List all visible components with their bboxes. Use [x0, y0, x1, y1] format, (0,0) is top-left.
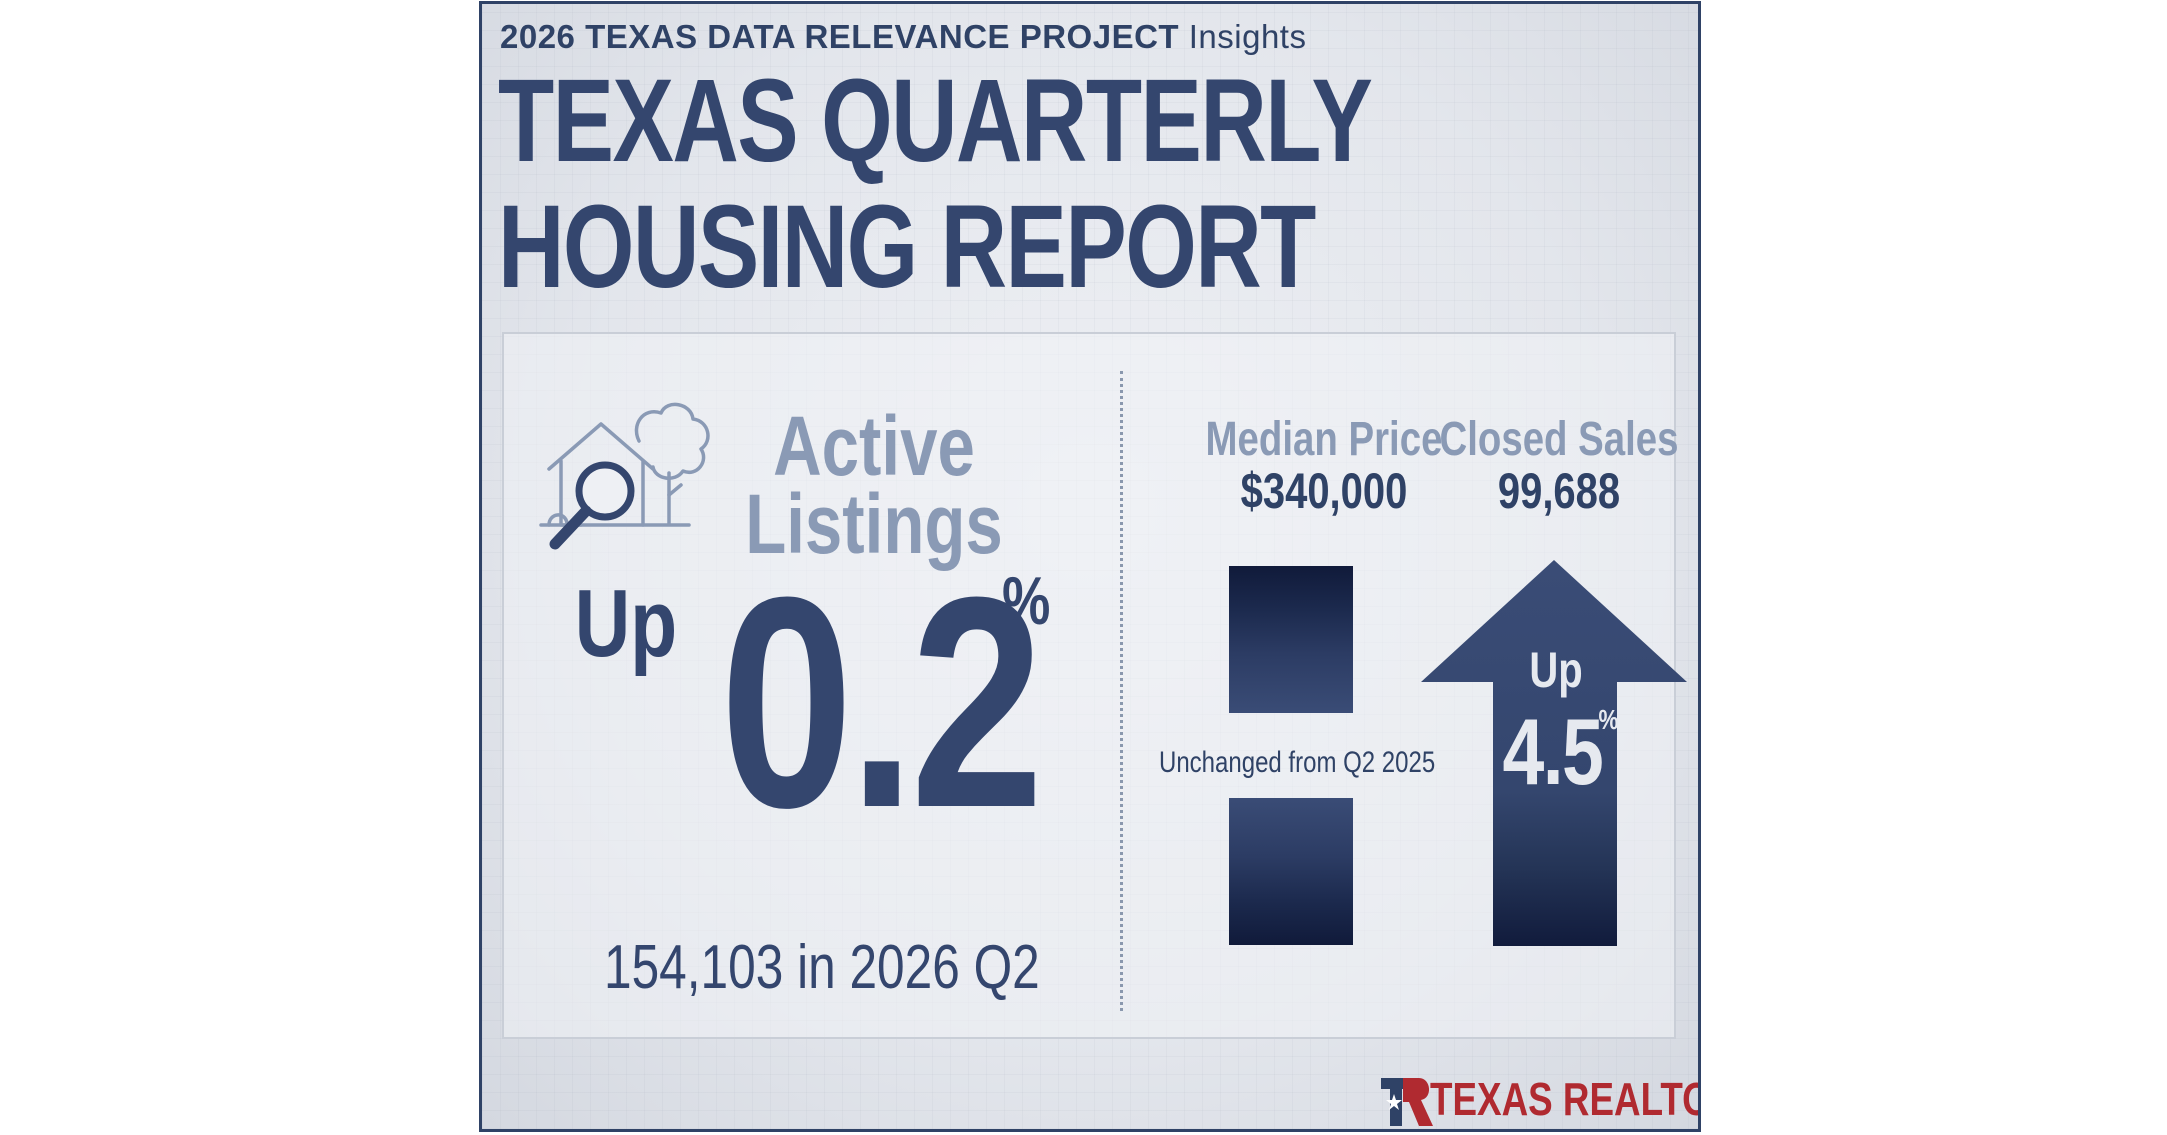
median-price-label: Median Price	[1205, 413, 1443, 466]
report-kicker: 2026 TEXAS DATA RELEVANCE PROJECT Insigh…	[500, 18, 1306, 56]
brand-name-text: TEXAS REALTORS	[1430, 1073, 1698, 1125]
active-listings-label: Active Listings	[722, 399, 1026, 571]
median-price-bar-top	[1229, 566, 1353, 713]
active-listings-direction: Up	[574, 570, 678, 677]
closed-sales-change-value: 4.5	[1502, 699, 1603, 804]
active-listings-label-line2: Listings	[745, 477, 1003, 571]
report-title-line2: HOUSING REPORT	[498, 181, 1316, 313]
active-listings-change-unit: %	[1002, 563, 1051, 639]
closed-sales-direction: Up	[1529, 642, 1583, 698]
infographic-card: 2026 TEXAS DATA RELEVANCE PROJECT Insigh…	[479, 1, 1701, 1132]
closed-sales-change-unit: %	[1598, 704, 1619, 735]
panel-divider	[1120, 371, 1123, 1011]
report-title-line1: TEXAS QUARTERLY	[498, 55, 1373, 187]
brand-name: TEXAS REALTORS®	[1430, 1072, 1698, 1126]
tr-logo-icon	[1381, 1078, 1433, 1126]
stats-panel: Active Listings Up 0.2 % 154,103 in 2026…	[502, 332, 1687, 1039]
kicker-insights: Insights	[1188, 18, 1307, 55]
active-listings-change-value: 0.2	[719, 534, 1044, 870]
active-listings-detail: 154,103 in 2026 Q2	[604, 933, 1040, 1002]
up-arrow-icon	[1421, 560, 1687, 946]
closed-sales-label: Closed Sales	[1439, 413, 1679, 466]
median-price-value: $340,000	[1240, 463, 1408, 519]
median-price-bar-bottom	[1229, 798, 1353, 945]
median-price-note: Unchanged from Q2 2025	[1159, 746, 1436, 779]
house-search-icon	[539, 402, 710, 550]
kicker-project: 2026 TEXAS DATA RELEVANCE PROJECT	[500, 18, 1180, 55]
closed-sales-value: 99,688	[1497, 463, 1621, 519]
active-listings-label-line1: Active	[773, 399, 975, 493]
